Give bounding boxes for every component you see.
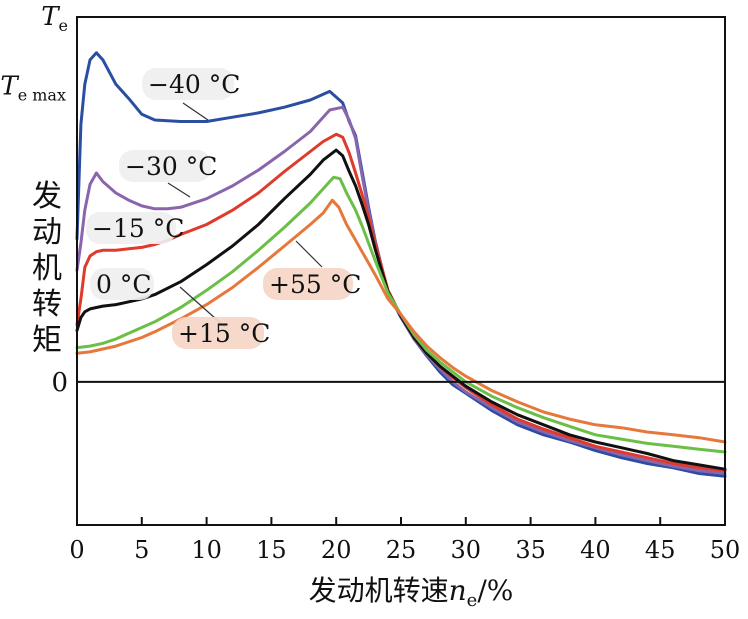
series-line-0 <box>75 51 727 478</box>
x-tick-label-2: 10 <box>191 536 222 564</box>
series-lines <box>75 51 727 478</box>
series-label-5: +55 °C <box>269 270 361 299</box>
series-line-1 <box>75 105 727 475</box>
series-label-bg-2 <box>86 212 176 244</box>
series-label-2: −15 °C <box>92 214 184 243</box>
x-tick-label-8: 40 <box>580 536 611 564</box>
series-label-3: 0 °C <box>96 270 151 299</box>
series-line-3 <box>75 148 727 471</box>
x-tick-label-7: 35 <box>515 536 546 564</box>
x-title-suffix: /% <box>477 574 513 607</box>
series-leader-1 <box>167 182 191 198</box>
x-axis-ticks: 0 5 10 15 20 25 30 35 40 45 50 <box>69 517 740 564</box>
series-label-4: +15 °C <box>178 319 270 348</box>
te-var: T <box>41 2 60 32</box>
series-label-bg-5 <box>263 268 353 300</box>
series-label-1: −30 °C <box>125 152 217 181</box>
series-label-bg-0 <box>142 68 234 100</box>
series-labels: −40 °C −30 °C −15 °C 0 °C +15 °C +55 °C <box>86 68 361 349</box>
x-tick-label-5: 25 <box>386 536 417 564</box>
x-tick-label-3: 15 <box>256 536 287 564</box>
y-title-char-3: 转 <box>32 287 62 322</box>
x-tick-label-6: 30 <box>451 536 482 564</box>
x-title-prefix: 发动机转速 <box>309 574 449 607</box>
y-title-char-1: 动 <box>32 215 62 250</box>
x-tick-label-1: 5 <box>134 536 149 564</box>
y-title-char-4: 矩 <box>32 323 62 358</box>
series-leader-5 <box>295 240 323 268</box>
series-line-4 <box>75 175 727 454</box>
x-title-var: n <box>449 574 467 607</box>
x-axis-title: 发动机转速ne/% <box>309 574 514 611</box>
y-mark-te: Te <box>41 2 68 35</box>
x-tick-label-4: 20 <box>321 536 352 564</box>
x-tick-label-10: 50 <box>710 536 741 564</box>
series-label-bg-4 <box>172 317 264 349</box>
temax-var: T <box>0 72 19 102</box>
series-label-bg-3 <box>90 268 154 300</box>
x-tick-label-9: 45 <box>645 536 676 564</box>
y-title-char-0: 发 <box>32 179 62 214</box>
x-tick-label-0: 0 <box>69 536 84 564</box>
y-title-char-2: 机 <box>32 251 62 286</box>
y-mark-temax: Te max <box>0 72 66 105</box>
te-sub: e <box>59 16 68 35</box>
temax-sub: e max <box>18 86 66 105</box>
series-line-2 <box>75 132 727 473</box>
series-label-0: −40 °C <box>148 70 240 99</box>
series-label-bg-1 <box>119 150 211 182</box>
x-title-sub: e <box>467 590 478 611</box>
y-mark-zero: 0 <box>51 368 68 398</box>
series-leader-0 <box>182 102 209 121</box>
series-line-5 <box>75 198 727 444</box>
